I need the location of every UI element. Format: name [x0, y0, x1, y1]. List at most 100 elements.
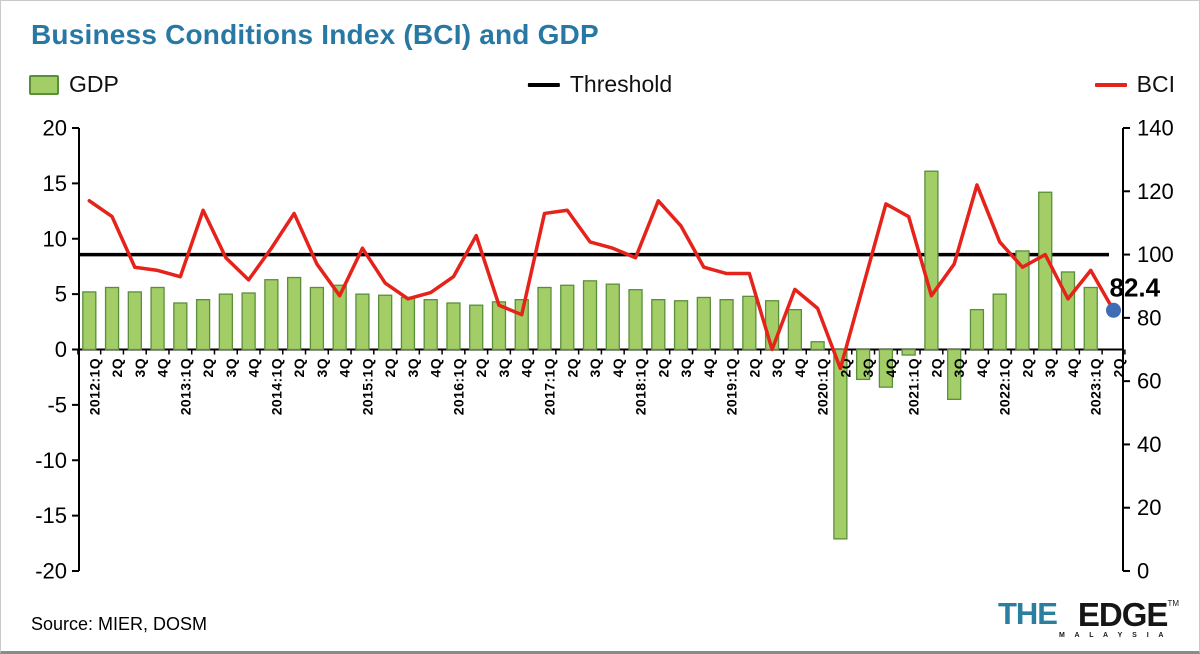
- x-category-label: 3Q: [860, 358, 876, 377]
- x-category-label: 2013:1Q: [177, 358, 193, 415]
- right-axis-label: 120: [1137, 179, 1174, 204]
- logo-edge-text: EDGE: [1077, 596, 1169, 633]
- left-axis-label: -5: [47, 392, 67, 417]
- logo-the-text: THE: [997, 596, 1058, 631]
- x-category-label: 2020:1Q: [815, 358, 831, 415]
- x-category-label: 4Q: [428, 358, 444, 377]
- legend-gdp-label: GDP: [69, 71, 119, 97]
- x-category-label: 2021:1Q: [906, 358, 922, 415]
- x-category-label: 4Q: [701, 358, 717, 377]
- x-category-label: 2Q: [1019, 358, 1035, 377]
- right-axis-label: 100: [1137, 242, 1174, 267]
- x-category-label: 2Q: [1111, 358, 1127, 377]
- left-axis-label: 0: [55, 337, 67, 362]
- legend-threshold-label: Threshold: [569, 71, 673, 97]
- left-axis-label: 15: [43, 171, 67, 196]
- x-category-label: 2014:1Q: [268, 358, 284, 415]
- x-category-label: 2Q: [291, 358, 307, 377]
- gdp-bar: [127, 291, 142, 351]
- bci-swatch-icon: [1094, 82, 1127, 87]
- x-category-label: 3Q: [1042, 358, 1058, 377]
- x-category-label: 3Q: [769, 358, 785, 377]
- left-axis-label: 5: [55, 282, 67, 307]
- gdp-bar: [378, 294, 393, 351]
- gdp-bar: [104, 286, 120, 351]
- gdp-bar: [469, 304, 484, 351]
- logo-malaysia-text: M A L A Y S I A: [1058, 632, 1168, 639]
- right-axis-label: 20: [1137, 495, 1161, 520]
- gdp-bar: [605, 283, 620, 351]
- gdp-bar: [446, 302, 461, 351]
- x-category-label: 2Q: [382, 358, 398, 377]
- x-category-label: 3Q: [678, 358, 694, 377]
- left-axis-label: 20: [43, 116, 67, 141]
- gdp-bar: [400, 296, 416, 351]
- threshold-swatch-icon: [527, 82, 560, 87]
- x-category-label: 2016:1Q: [450, 358, 466, 415]
- left-axis-label: -10: [35, 448, 67, 473]
- gdp-bar: [491, 301, 507, 351]
- right-axis-label: 40: [1137, 432, 1161, 457]
- x-category-label: 4Q: [610, 358, 626, 377]
- legend-item-gdp: GDP: [29, 71, 119, 98]
- x-category-label: 2Q: [746, 358, 762, 377]
- gdp-bar: [537, 286, 552, 351]
- right-axis-label: 0: [1137, 559, 1149, 584]
- gdp-bar: [1015, 250, 1030, 351]
- x-category-label: 2019:1Q: [724, 358, 740, 415]
- x-category-label: 2Q: [655, 358, 671, 377]
- x-category-label: 4Q: [1065, 358, 1081, 377]
- x-category-label: 2Q: [200, 358, 216, 377]
- gdp-bar: [628, 289, 643, 351]
- x-category-label: 4Q: [883, 358, 899, 377]
- the-edge-logo: THE EDGE M A L A Y S I A TM: [998, 598, 1179, 639]
- gdp-bar: [878, 348, 894, 388]
- x-category-label: 2015:1Q: [359, 358, 375, 415]
- x-category-label: 3Q: [132, 358, 148, 377]
- bci-endpoint-label: 82.4: [1110, 272, 1161, 302]
- x-category-label: 2Q: [564, 358, 580, 377]
- legend-item-threshold: Threshold: [527, 71, 673, 98]
- gdp-bar: [218, 293, 234, 351]
- gdp-bar: [195, 299, 211, 351]
- x-category-label: 2Q: [473, 358, 489, 377]
- x-category-label: 4Q: [974, 358, 990, 377]
- gdp-bar: [969, 308, 985, 351]
- bci-endpoint-dot: [1106, 302, 1121, 318]
- x-category-label: 3Q: [223, 358, 239, 377]
- x-category-label: 2022:1Q: [997, 358, 1013, 415]
- legend: GDP Threshold BCI: [1, 71, 1199, 101]
- gdp-bar: [855, 348, 871, 381]
- gdp-bar: [696, 296, 711, 351]
- right-axis-label: 80: [1137, 305, 1161, 330]
- right-axis-label: 140: [1137, 116, 1174, 141]
- x-category-label: 2Q: [109, 358, 125, 377]
- gdp-bar: [173, 302, 188, 351]
- bci-line: [87, 183, 1116, 371]
- left-axis-label: -20: [35, 559, 67, 584]
- x-category-label: 4Q: [519, 358, 535, 377]
- x-category-label: 2023:1Q: [1088, 358, 1104, 415]
- gdp-bar: [742, 295, 757, 351]
- gdp-bar: [309, 286, 325, 351]
- gdp-bar: [264, 279, 279, 351]
- x-category-label: 4Q: [246, 358, 262, 377]
- legend-bci-label: BCI: [1136, 71, 1175, 97]
- x-category-label: 4Q: [792, 358, 808, 377]
- gdp-bar: [241, 292, 256, 351]
- x-category-label: 3Q: [314, 358, 330, 377]
- x-category-label: 3Q: [587, 358, 603, 377]
- right-axis-label: 60: [1137, 369, 1161, 394]
- gdp-bar: [286, 276, 302, 351]
- chart-title: Business Conditions Index (BCI) and GDP: [31, 19, 599, 50]
- x-category-label: 2017:1Q: [542, 358, 558, 415]
- gdp-bar: [82, 291, 97, 351]
- gdp-bar: [582, 280, 598, 351]
- legend-item-bci: BCI: [1094, 71, 1175, 98]
- gdp-bar: [947, 348, 962, 400]
- x-category-label: 2018:1Q: [633, 358, 649, 415]
- x-category-label: 2012:1Q: [86, 358, 102, 415]
- logo-edge-block: EDGE M A L A Y S I A: [1059, 598, 1168, 639]
